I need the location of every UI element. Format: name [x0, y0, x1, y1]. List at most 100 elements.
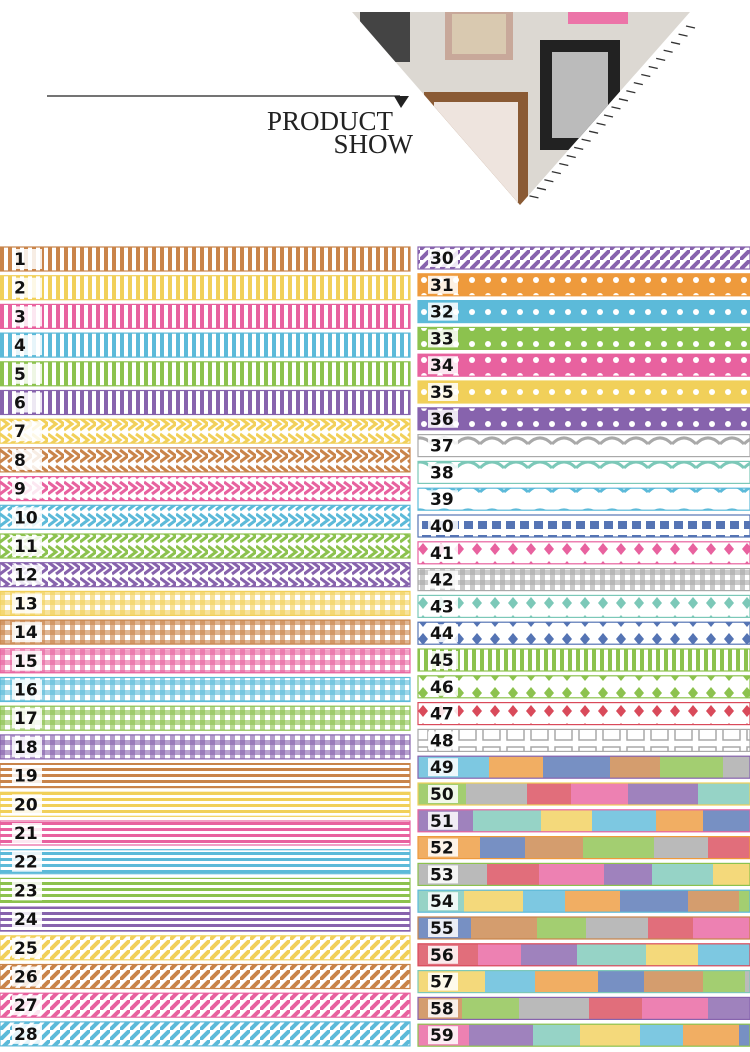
label-bg [12, 966, 42, 987]
tape: 36 [417, 407, 750, 431]
tape-edge [417, 1023, 750, 1047]
tape: 19 [0, 762, 411, 789]
tape-edge [0, 361, 411, 387]
label-bg [428, 329, 458, 348]
tape-number: 47 [430, 705, 454, 725]
tape-edge [0, 820, 411, 846]
tape-number: 53 [430, 865, 454, 885]
hatch-line [685, 25, 696, 29]
hatch-line [529, 195, 539, 199]
tape-segment [698, 783, 750, 805]
tape-number: 51 [430, 812, 454, 832]
tape-edge [417, 487, 750, 511]
label-bg [428, 785, 458, 803]
tape-band [0, 993, 410, 1018]
tape-edge [417, 782, 750, 806]
hatch-line [618, 98, 629, 102]
photo-frame [360, 12, 410, 62]
tape-number: 56 [430, 946, 454, 966]
tape-segment [640, 1024, 683, 1047]
label-bg [428, 383, 458, 401]
label-bg [428, 999, 458, 1018]
tape: 50 [417, 782, 750, 806]
label-bg [12, 306, 42, 327]
tape-number: 52 [430, 839, 454, 859]
tape-edge [417, 701, 750, 726]
tape: 17 [0, 705, 411, 731]
tape-number: 27 [14, 996, 38, 1016]
tape: 40 [417, 514, 750, 538]
tape-band [0, 476, 410, 501]
tape: 51 [417, 809, 750, 833]
tape-number: 49 [430, 758, 454, 778]
tape-segment [464, 890, 523, 913]
tape-edge [417, 916, 750, 940]
tape-band [0, 304, 410, 329]
tape-segment [620, 890, 688, 913]
tape-band [0, 792, 410, 817]
tape-number: 39 [430, 490, 454, 510]
tape-edge [0, 504, 411, 530]
tape-segment [485, 970, 535, 993]
tape-band [418, 407, 750, 430]
hatch-line [559, 162, 569, 167]
tape-number: 40 [430, 517, 454, 537]
tape-edge [0, 877, 411, 904]
tape-segment [708, 997, 750, 1020]
tape: 4 [0, 332, 411, 358]
photo [352, 12, 690, 205]
tape-segment [586, 917, 648, 939]
tape-edge [0, 332, 411, 358]
tape-edge [417, 434, 750, 458]
tape-number: 38 [430, 463, 454, 483]
label-bg [428, 731, 458, 750]
hatch-line [581, 138, 591, 142]
tape: 43 [417, 594, 750, 619]
tape-segment [519, 997, 589, 1020]
tape-edge [0, 906, 411, 932]
label-bg [428, 919, 458, 937]
tape-segment [527, 783, 571, 805]
tape-band [418, 247, 750, 269]
tape-edge [0, 734, 411, 760]
label-bg [12, 650, 42, 671]
tape-segment [489, 756, 543, 779]
tape: 2 [0, 275, 411, 301]
tape-segment [478, 943, 521, 966]
tape-edge [0, 676, 411, 703]
tape-segment [644, 970, 703, 993]
tape: 25 [0, 935, 411, 961]
tape-segment [571, 783, 628, 805]
tape: 53 [417, 862, 750, 887]
label-bg [12, 708, 42, 729]
tape-number: 1 [14, 250, 26, 270]
tape-band [0, 763, 410, 788]
tape: 55 [417, 916, 750, 940]
tape-band [0, 390, 410, 415]
tape-number: 41 [430, 544, 454, 564]
tape-band [418, 515, 750, 537]
tape-band [418, 729, 750, 752]
tape-band [418, 354, 750, 377]
tape-segment [739, 1024, 750, 1047]
tape-band [418, 488, 750, 511]
tape-number: 8 [14, 451, 26, 471]
tape-band [0, 648, 410, 673]
tape-segment [610, 756, 660, 779]
tape: 46 [417, 675, 750, 699]
tape-segment [656, 809, 703, 832]
tape-number: 17 [14, 709, 38, 729]
tape-edge [417, 246, 750, 270]
label-bg [428, 704, 458, 723]
tape-segment [683, 1024, 739, 1047]
tape: 9 [0, 476, 411, 502]
tape-band [418, 381, 750, 403]
tape: 38 [417, 460, 750, 484]
tape-edge [417, 273, 750, 297]
tape-edge [417, 567, 750, 592]
label-bg [428, 945, 458, 964]
tape-segment [480, 836, 525, 859]
photo-tape [568, 12, 628, 24]
